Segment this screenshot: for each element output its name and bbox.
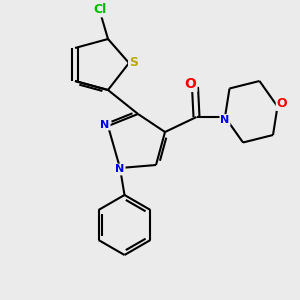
Text: N: N — [220, 115, 230, 125]
Text: Cl: Cl — [94, 3, 107, 16]
Text: N: N — [116, 164, 124, 175]
Text: N: N — [100, 119, 109, 130]
Text: O: O — [184, 77, 196, 91]
Text: S: S — [129, 56, 138, 70]
Text: O: O — [277, 97, 287, 110]
